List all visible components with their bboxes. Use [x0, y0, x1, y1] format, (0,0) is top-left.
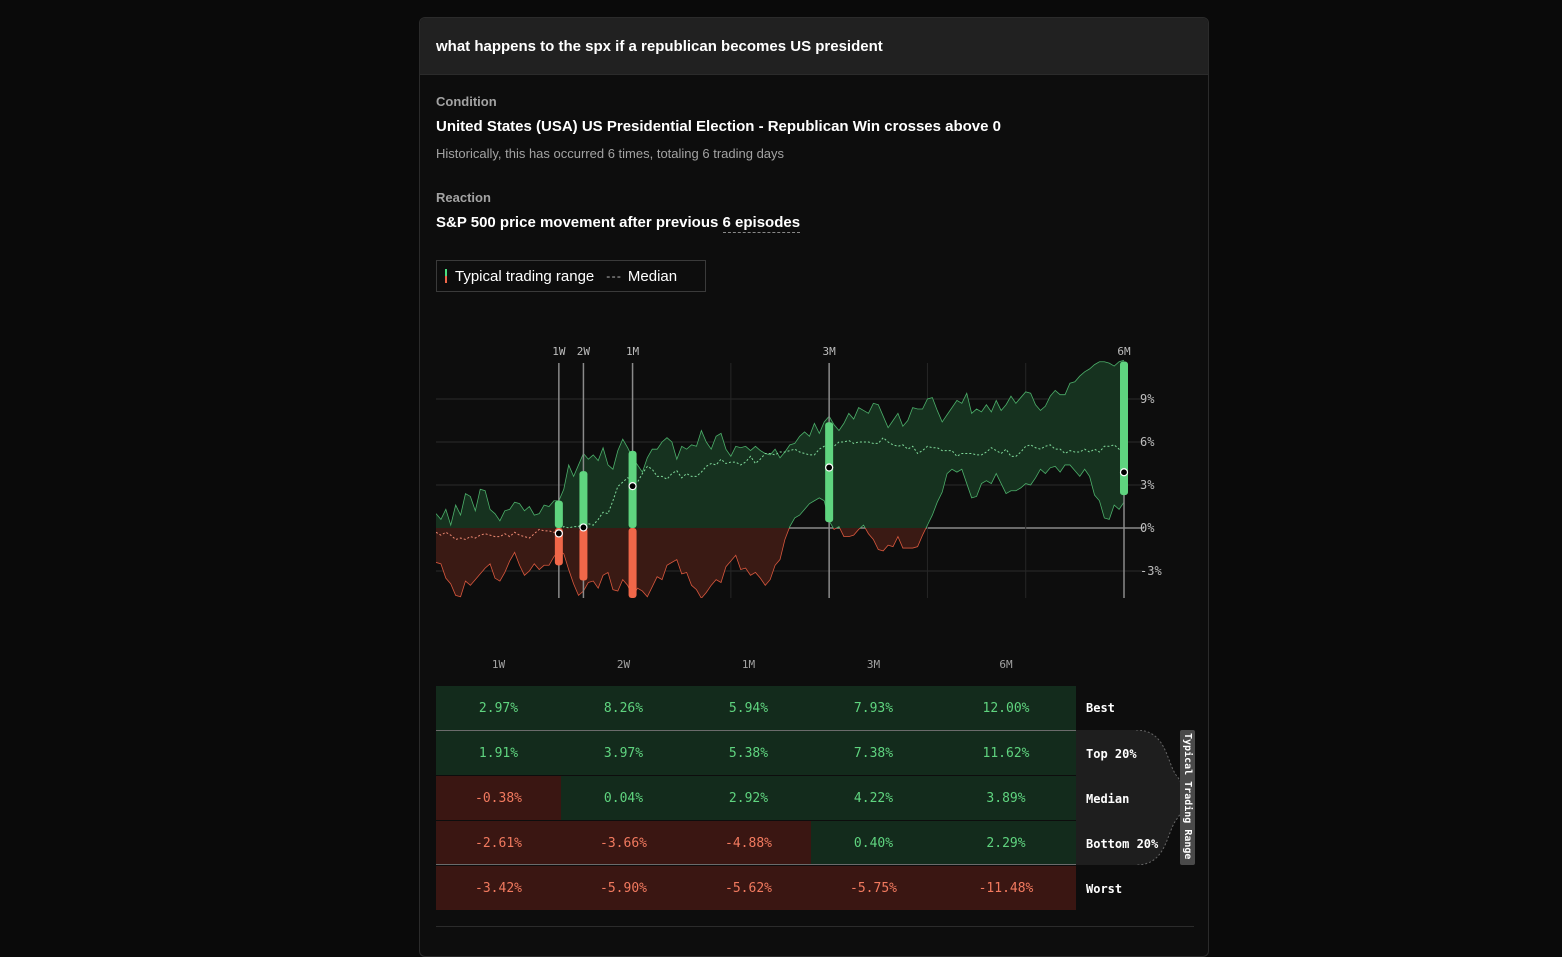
y-tick-label: 6%: [1140, 435, 1155, 449]
table-cell: -3.66%: [561, 821, 686, 865]
range-swatch: [445, 269, 447, 283]
table-cell: -3.42%: [436, 866, 561, 910]
median-line: [436, 528, 571, 541]
table-cell: 2.29%: [936, 821, 1076, 865]
column-header-1m: 1M: [741, 658, 756, 671]
footer-divider: [436, 926, 1194, 927]
range-bar-up: [554, 500, 563, 528]
horizon-label: 1W: [552, 345, 566, 358]
chart-legend: Typical trading range - - - Median: [436, 260, 706, 292]
reaction-title: S&P 500 price movement after previous 6 …: [436, 214, 801, 233]
reaction-label: Reaction: [436, 190, 491, 205]
condition-title: United States (USA) US Presidential Elec…: [436, 118, 1002, 135]
y-tick-label: 9%: [1140, 392, 1155, 406]
result-card: what happens to the spx if a republican …: [419, 17, 1209, 957]
table-cell: 7.93%: [811, 686, 936, 730]
table-cell: 5.38%: [686, 731, 811, 775]
range-bar-down: [579, 528, 588, 581]
range-tag: Typical Trading Range: [1180, 730, 1195, 865]
range-bar-up: [825, 422, 834, 523]
range-tag-label: Typical Trading Range: [1182, 733, 1193, 860]
table-cell: 11.62%: [936, 731, 1076, 775]
range-bar-up: [579, 471, 588, 528]
table-cell: -5.75%: [811, 866, 936, 910]
y-tick-label: 0%: [1140, 521, 1155, 535]
horizon-label: 3M: [823, 345, 837, 358]
episodes-link[interactable]: 6 episodes: [722, 214, 801, 233]
horizon-label: 6M: [1117, 345, 1131, 358]
row-label: Best: [1086, 701, 1115, 715]
table-cell: 7.38%: [811, 731, 936, 775]
row-label: Worst: [1086, 882, 1123, 896]
column-header-2w: 2W: [616, 658, 631, 671]
column-header-1w: 1W: [491, 658, 506, 671]
column-header-6m: 6M: [999, 658, 1013, 671]
lower-edge: [788, 464, 1125, 528]
table-cell: 4.22%: [811, 776, 936, 820]
range-bar-down: [628, 528, 637, 598]
band-above: [436, 360, 1124, 528]
row-label: Bottom 20%: [1086, 837, 1159, 851]
table-cell: 3.97%: [561, 731, 686, 775]
condition-subtitle: Historically, this has occurred 6 times,…: [436, 146, 785, 161]
table-cell: 8.26%: [561, 686, 686, 730]
price-chart: 1W 2W 1M 3M 6M 9% 6% 3% 0% -3%: [436, 345, 1162, 598]
y-tick-label: 3%: [1140, 478, 1155, 492]
lower-edge: [436, 528, 927, 598]
legend-median: Median: [627, 267, 678, 285]
median-dot: [579, 523, 588, 532]
reaction-title-text: S&P 500 price movement after previous: [436, 214, 719, 231]
table-cell: -5.90%: [561, 866, 686, 910]
table-cell: 1.91%: [436, 731, 561, 775]
query-header: what happens to the spx if a republican …: [420, 18, 1208, 75]
top-20-divider: [436, 730, 1076, 731]
range-bar-up: [1120, 361, 1128, 496]
median-line: [561, 436, 1125, 528]
table-cell: -4.88%: [686, 821, 811, 865]
table-cell: 2.97%: [436, 686, 561, 730]
y-tick-label: -3%: [1140, 564, 1162, 578]
median-dot: [825, 463, 834, 472]
table-cell: -0.38%: [436, 776, 561, 820]
table-cell: -5.62%: [686, 866, 811, 910]
table-cell: 0.04%: [561, 776, 686, 820]
median-dash-icon: - - -: [606, 269, 621, 283]
upper-edge: [436, 359, 1125, 527]
condition-label: Condition: [436, 94, 497, 109]
median-dot: [1119, 468, 1129, 477]
row-label: Top 20%: [1086, 747, 1137, 761]
table-cell: 12.00%: [936, 686, 1076, 730]
legend-range: Typical trading range: [455, 267, 595, 285]
table-cell: -2.61%: [436, 821, 561, 865]
bottom-20-divider: [436, 864, 1076, 865]
row-label: Median: [1086, 792, 1130, 806]
table-cell: 2.92%: [686, 776, 811, 820]
column-header-3m: 3M: [866, 658, 881, 671]
median-dot: [554, 529, 563, 538]
query-text: what happens to the spx if a republican …: [436, 37, 883, 55]
table-cell: -11.48%: [936, 866, 1076, 910]
horizon-label: 2W: [577, 345, 591, 358]
horizon-label: 1M: [626, 345, 640, 358]
median-dot: [628, 482, 637, 491]
table-cell: 0.40%: [811, 821, 936, 865]
table-cell: 3.89%: [936, 776, 1076, 820]
table-cell: 5.94%: [686, 686, 811, 730]
range-bar-down: [554, 528, 563, 566]
